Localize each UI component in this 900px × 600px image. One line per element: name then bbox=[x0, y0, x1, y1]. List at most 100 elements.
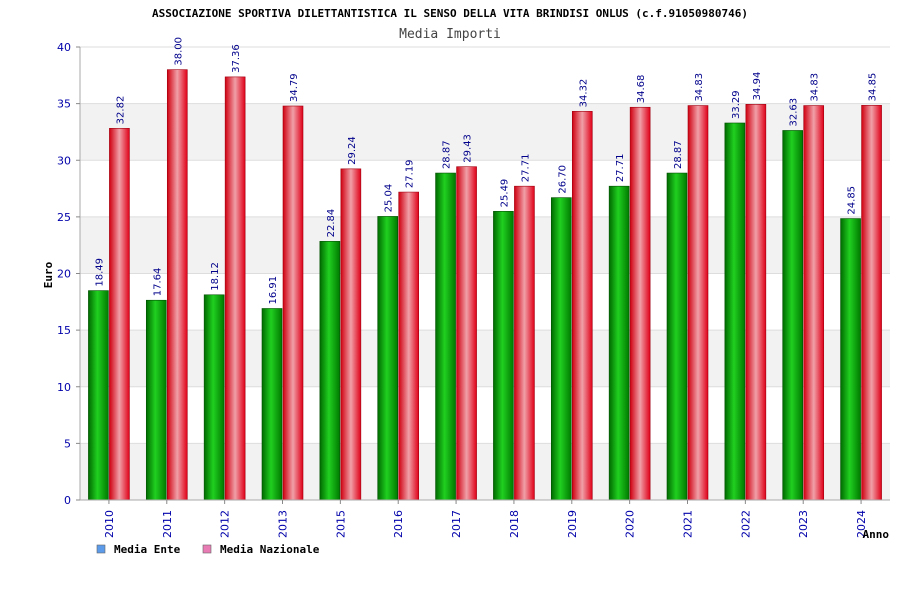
y-tick-label: 35 bbox=[57, 98, 71, 111]
bar-value-label: 38.00 bbox=[173, 37, 184, 66]
bar-media-ente bbox=[319, 241, 341, 501]
bar-value-label: 29.24 bbox=[347, 136, 358, 165]
bar-media-ente bbox=[377, 216, 399, 501]
bar-value-label: 22.84 bbox=[326, 209, 337, 238]
bar-value-label: 32.82 bbox=[115, 96, 126, 125]
bar-media-ente bbox=[435, 172, 456, 501]
bar-value-label: 27.19 bbox=[405, 159, 416, 188]
bar-labels: 18.49 32.82 17.64 38.00 18.12 37.36 16.91 34.79… bbox=[94, 37, 878, 304]
plot-band bbox=[80, 443, 890, 500]
x-tick-label: 2018 bbox=[508, 510, 521, 538]
y-tick-label: 5 bbox=[64, 437, 71, 450]
x-tick-label: 2022 bbox=[739, 510, 752, 538]
bar-media-nazionale bbox=[803, 105, 825, 501]
legend-label-media-nazionale: Media Nazionale bbox=[220, 543, 320, 556]
bar-media-nazionale bbox=[282, 105, 304, 501]
bar-value-label: 25.04 bbox=[384, 184, 395, 213]
bar-value-label: 16.91 bbox=[268, 276, 279, 305]
bar-media-nazionale bbox=[571, 111, 593, 501]
bar-media-ente bbox=[261, 308, 283, 501]
bar-value-label: 34.79 bbox=[289, 73, 300, 102]
bar-media-ente bbox=[145, 299, 167, 501]
x-tick-label: 2021 bbox=[682, 510, 695, 538]
bar-value-label: 34.32 bbox=[578, 79, 589, 108]
bar-media-nazionale bbox=[109, 128, 130, 501]
plot-band bbox=[80, 103, 890, 161]
bar-value-label: 24.85 bbox=[847, 186, 858, 215]
plot-band bbox=[80, 273, 890, 331]
bar-value-label: 32.63 bbox=[789, 98, 800, 127]
x-tick-label: 2013 bbox=[277, 510, 290, 538]
bar-media-ente bbox=[550, 197, 572, 501]
bar-value-label: 34.94 bbox=[752, 72, 763, 101]
plot-band bbox=[80, 386, 890, 444]
bar-value-label: 27.71 bbox=[615, 154, 626, 183]
legend-label-media-ente: Media Ente bbox=[114, 543, 181, 556]
y-tick-label: 30 bbox=[57, 154, 71, 167]
legend: Media Ente Media Nazionale bbox=[96, 543, 320, 556]
x-tick-label: 2020 bbox=[624, 510, 637, 538]
bar-value-label: 17.64 bbox=[152, 268, 163, 297]
bar-value-label: 27.71 bbox=[520, 154, 531, 183]
x-tick-labels: 2010 2011 2012 2013 2015 2016 2017 2018 2019 2020… bbox=[103, 500, 868, 538]
bar-media-ente bbox=[666, 172, 688, 501]
plot-band bbox=[80, 216, 890, 274]
bar-media-nazionale bbox=[629, 106, 651, 501]
bar-value-label: 33.29 bbox=[731, 90, 742, 119]
bar-value-label: 18.49 bbox=[94, 258, 105, 287]
x-tick-label: 2011 bbox=[161, 510, 174, 538]
bar-media-nazionale bbox=[861, 105, 882, 501]
x-axis-label: Anno bbox=[863, 528, 890, 541]
y-tick-label: 10 bbox=[57, 381, 71, 394]
bar-media-ente bbox=[724, 122, 746, 501]
bar-media-nazionale bbox=[514, 185, 535, 501]
bar-media-nazionale bbox=[224, 76, 246, 501]
bar-value-label: 28.87 bbox=[442, 140, 453, 169]
bar-media-ente bbox=[203, 294, 225, 501]
plot-band bbox=[80, 47, 890, 104]
y-tick-labels: 0 5 10 15 20 25 30 35 40 bbox=[57, 41, 80, 507]
y-tick-label: 20 bbox=[57, 268, 71, 281]
x-tick-label: 2023 bbox=[797, 510, 810, 538]
bar-media-ente bbox=[493, 211, 514, 501]
bar-media-nazionale bbox=[456, 166, 477, 501]
legend-swatch-media-ente bbox=[96, 544, 106, 554]
bar-media-ente bbox=[840, 218, 861, 501]
y-tick-label: 25 bbox=[57, 211, 71, 224]
chart-subtitle: Media Importi bbox=[399, 27, 501, 42]
bar-media-nazionale bbox=[166, 69, 188, 501]
y-tick-label: 0 bbox=[64, 494, 71, 507]
bar-media-ente bbox=[782, 130, 804, 501]
bar-media-ente bbox=[88, 290, 109, 501]
bar-media-ente bbox=[608, 185, 630, 501]
x-tick-label: 2010 bbox=[103, 510, 116, 538]
bar-value-label: 34.83 bbox=[810, 73, 821, 102]
chart-title: ASSOCIAZIONE SPORTIVA DILETTANTISTICA IL… bbox=[152, 7, 748, 20]
bar-value-label: 26.70 bbox=[557, 165, 568, 194]
y-tick-label: 40 bbox=[57, 41, 71, 54]
bar-value-label: 37.36 bbox=[231, 44, 242, 73]
x-tick-label: 2024 bbox=[855, 510, 868, 538]
bar-value-label: 25.49 bbox=[499, 179, 510, 208]
plot-band bbox=[80, 330, 890, 387]
y-tick-label: 15 bbox=[57, 324, 71, 337]
plot-band bbox=[80, 160, 890, 217]
bar-value-label: 18.12 bbox=[210, 262, 221, 291]
bar-value-label: 34.83 bbox=[694, 73, 705, 102]
x-tick-label: 2019 bbox=[566, 510, 579, 538]
bars bbox=[88, 69, 882, 501]
x-tick-label: 2017 bbox=[450, 510, 463, 538]
y-axis-label: Euro bbox=[42, 261, 55, 288]
bar-value-label: 34.68 bbox=[636, 75, 647, 104]
bar-value-label: 29.43 bbox=[463, 134, 474, 163]
x-tick-label: 2016 bbox=[392, 510, 405, 538]
x-tick-label: 2012 bbox=[219, 510, 232, 538]
x-tick-label: 2015 bbox=[334, 510, 347, 538]
bar-media-nazionale bbox=[745, 104, 767, 501]
bar-media-nazionale bbox=[340, 168, 362, 501]
legend-swatch-media-nazionale bbox=[202, 544, 212, 554]
bar-value-label: 34.85 bbox=[868, 73, 879, 102]
bar-media-nazionale bbox=[398, 191, 420, 501]
bar-media-nazionale bbox=[687, 105, 709, 501]
